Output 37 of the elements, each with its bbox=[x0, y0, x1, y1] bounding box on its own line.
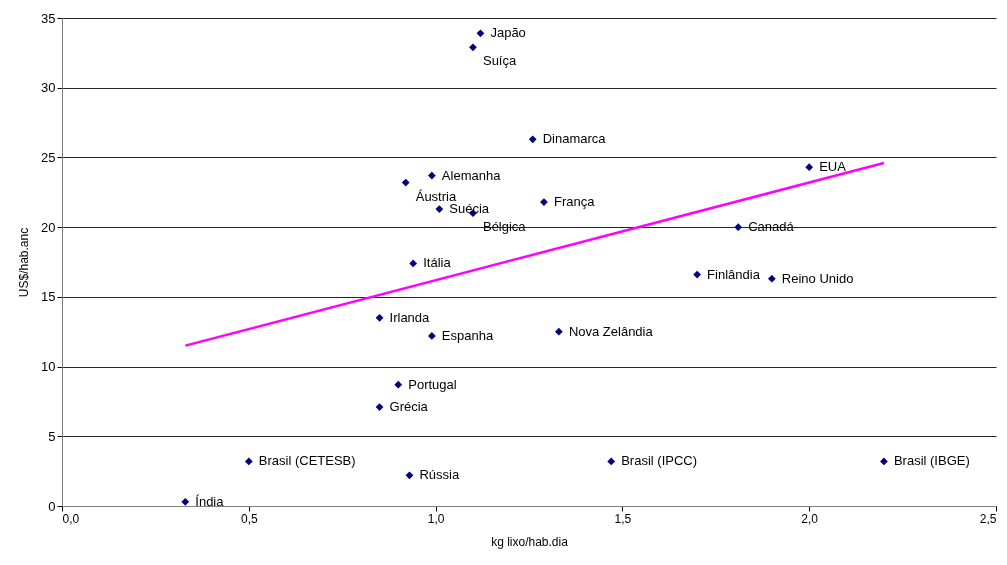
annotation: Portugal bbox=[408, 376, 457, 392]
annotation: EUA bbox=[819, 159, 847, 175]
annotation: Brasil (IPCC) bbox=[621, 453, 698, 469]
y-tick-label: 15 bbox=[41, 289, 56, 305]
y-tick-label: 35 bbox=[41, 10, 56, 26]
annotation: Índia bbox=[195, 493, 225, 509]
x-tick-label: 1,0 bbox=[427, 511, 445, 526]
y-axis-title: US$/hab.anc bbox=[17, 227, 32, 298]
annotation: Dinamarca bbox=[542, 131, 607, 147]
annotation: Finlândia bbox=[707, 266, 761, 282]
annotation: Brasil (CETESB) bbox=[258, 453, 356, 469]
annotation: Nova Zelândia bbox=[568, 323, 654, 339]
annotation: Rússia bbox=[419, 467, 460, 483]
y-tick-label: 20 bbox=[41, 219, 56, 235]
x-tick-label: 0,0 bbox=[62, 511, 80, 526]
y-tick-label: 30 bbox=[41, 80, 56, 96]
y-tick-label: 0 bbox=[48, 498, 56, 514]
annotation: Irlanda bbox=[389, 309, 431, 325]
annotation: França bbox=[553, 194, 596, 210]
annotation: Itália bbox=[423, 255, 452, 271]
x-tick-label: 2,0 bbox=[801, 511, 819, 526]
annotation: Reino Unido bbox=[781, 270, 854, 286]
y-tick-label: 10 bbox=[41, 359, 56, 375]
x-tick-label: 2,5 bbox=[979, 511, 997, 526]
y-tick-label: 25 bbox=[41, 149, 56, 165]
x-axis-title: kg lixo/hab.dia bbox=[491, 534, 569, 549]
annotation: Grécia bbox=[389, 399, 429, 415]
x-tick-label: 1,5 bbox=[614, 511, 632, 526]
annotation: Suíça bbox=[482, 53, 517, 69]
annotation: Suécia bbox=[449, 201, 490, 217]
annotation: Alemanha bbox=[441, 167, 502, 183]
annotation: Áustria bbox=[415, 188, 457, 204]
x-tick-label: 0,5 bbox=[240, 511, 258, 526]
annotation: Japão bbox=[490, 25, 526, 41]
annotation: Brasil (IBGE) bbox=[893, 453, 970, 469]
y-tick-label: 5 bbox=[48, 428, 56, 444]
annotation: Espanha bbox=[441, 327, 494, 343]
